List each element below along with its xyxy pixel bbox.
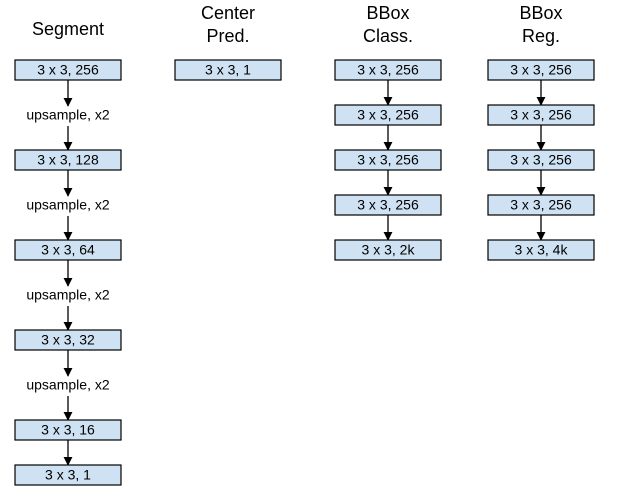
op-label: upsample, x2 — [26, 107, 109, 123]
layer-label: 3 x 3, 256 — [357, 62, 419, 78]
layer-label: 3 x 3, 256 — [510, 152, 572, 168]
layer-label: 3 x 3, 256 — [357, 197, 419, 213]
op-label: upsample, x2 — [26, 197, 109, 213]
op-label: upsample, x2 — [26, 287, 109, 303]
layer-label: 3 x 3, 1 — [45, 467, 91, 483]
layer-label: 3 x 3, 2k — [362, 242, 416, 258]
column-title: Segment — [32, 19, 104, 39]
layer-label: 3 x 3, 256 — [510, 62, 572, 78]
layer-label: 3 x 3, 32 — [41, 332, 95, 348]
layer-box — [334, 239, 442, 261]
column-title: Pred. — [206, 26, 249, 46]
column-title: Class. — [363, 26, 413, 46]
layer-label: 3 x 3, 1 — [205, 62, 251, 78]
layer-box — [174, 59, 282, 81]
layer-label: 3 x 3, 256 — [357, 107, 419, 123]
column-title: Center — [201, 3, 255, 23]
layer-label: 3 x 3, 128 — [37, 152, 99, 168]
layer-label: 3 x 3, 4k — [515, 242, 569, 258]
layer-label: 3 x 3, 256 — [510, 197, 572, 213]
column-title: BBox — [519, 3, 562, 23]
layer-label: 3 x 3, 256 — [357, 152, 419, 168]
layer-box — [487, 239, 595, 261]
column-title: Reg. — [522, 26, 560, 46]
layer-label: 3 x 3, 64 — [41, 242, 95, 258]
column-title: BBox — [366, 3, 409, 23]
layer-box — [14, 464, 122, 486]
op-label: upsample, x2 — [26, 377, 109, 393]
layer-label: 3 x 3, 256 — [510, 107, 572, 123]
layer-label: 3 x 3, 16 — [41, 422, 95, 438]
layer-label: 3 x 3, 256 — [37, 62, 99, 78]
